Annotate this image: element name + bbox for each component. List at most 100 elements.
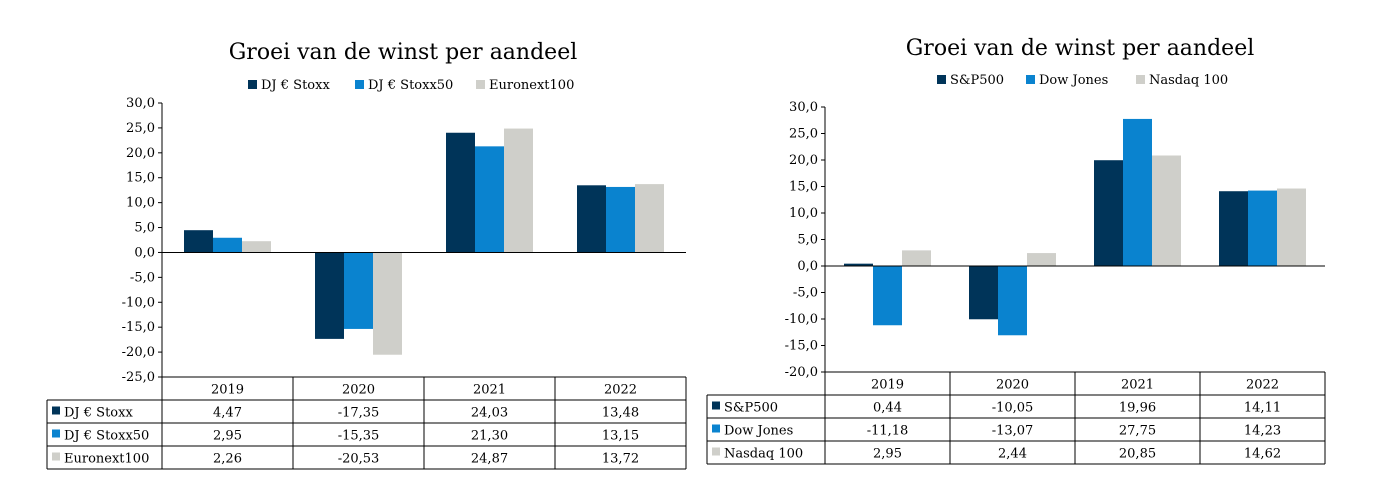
right-bar-2-2022 <box>1248 190 1277 266</box>
right-bar-1-2020 <box>969 266 998 320</box>
right-table-value-2-2020: -13,07 <box>992 424 1034 439</box>
left-y-tick-label: -15,0 <box>122 320 155 335</box>
right-table-value-3-2020: 2,44 <box>998 447 1027 462</box>
right-table-value-3-2019: 2,95 <box>873 447 902 462</box>
left-table-series-label-2: DJ € Stoxx50 <box>64 429 149 444</box>
left-legend-label-1: DJ € Stoxx <box>261 78 330 93</box>
right-y-tick-label: 20,0 <box>789 153 818 168</box>
right-y-tick-label: 15,0 <box>789 180 818 195</box>
left-bar-1-2020 <box>315 252 344 339</box>
left-table-value-1-2020: -17,35 <box>338 406 380 421</box>
right-table-value-2-2022: 14,23 <box>1244 424 1281 439</box>
right-table-swatch-1 <box>712 401 720 410</box>
right-table-swatch-2 <box>712 424 720 433</box>
left-legend-swatch-1 <box>248 80 257 89</box>
left-legend-swatch-3 <box>476 80 485 89</box>
right-bar-2-2020 <box>998 266 1027 336</box>
left-legend-label-2: DJ € Stoxx50 <box>368 78 453 93</box>
left-table-value-3-2019: 2,26 <box>213 452 242 467</box>
left-y-tick-label: -10,0 <box>122 295 155 310</box>
right-y-tick-label: -5,0 <box>793 286 818 301</box>
right-table-value-1-2022: 14,11 <box>1244 401 1281 416</box>
right-bar-2-2021 <box>1123 118 1152 266</box>
right-table-value-3-2021: 20,85 <box>1119 447 1156 462</box>
right-table-series-label-2: Dow Jones <box>724 424 793 439</box>
left-y-tick-label: 30,0 <box>126 96 155 111</box>
left-y-tick-label: -20,0 <box>122 345 155 360</box>
right-bar-1-2021 <box>1094 160 1123 266</box>
left-bar-1-2019 <box>184 230 213 253</box>
left-y-tick-label: -25,0 <box>122 370 155 385</box>
right-category-label-2020: 2020 <box>996 378 1029 393</box>
right-table-swatch-3 <box>712 447 720 456</box>
right-table-value-1-2021: 19,96 <box>1119 401 1156 416</box>
left-y-tick-label: 15,0 <box>126 171 155 186</box>
left-y-tick-label: 25,0 <box>126 121 155 136</box>
right-y-tick-label: -15,0 <box>785 339 818 354</box>
right-category-label-2019: 2019 <box>871 378 904 393</box>
right-category-label-2021: 2021 <box>1121 378 1154 393</box>
right-bar-3-2021 <box>1152 155 1181 266</box>
left-table-value-2-2019: 2,95 <box>213 429 242 444</box>
left-category-label-2019: 2019 <box>211 383 244 398</box>
right-legend-swatch-3 <box>1136 75 1145 84</box>
right-table-value-2-2021: 27,75 <box>1119 424 1156 439</box>
right-bar-3-2020 <box>1027 253 1056 266</box>
right-y-tick-label: 25,0 <box>789 127 818 142</box>
right-y-tick-label: 0,0 <box>797 259 818 274</box>
right-table-value-1-2020: -10,05 <box>992 401 1034 416</box>
right-legend-label-2: Dow Jones <box>1039 73 1108 88</box>
left-legend-label-3: Euronext100 <box>489 78 574 93</box>
right-bar-1-2022 <box>1219 191 1248 266</box>
left-category-label-2020: 2020 <box>342 383 375 398</box>
left-table-swatch-2 <box>52 429 60 438</box>
left-table-value-1-2021: 24,03 <box>471 406 508 421</box>
left-table-series-label-3: Euronext100 <box>64 452 149 467</box>
left-table-value-3-2020: -20,53 <box>338 452 380 467</box>
left-table-value-2-2021: 21,30 <box>471 429 508 444</box>
left-table-value-1-2022: 13,48 <box>602 406 639 421</box>
right-chart-title: Groei van de winst per aandeel <box>906 36 1255 61</box>
left-bar-3-2019 <box>242 241 271 253</box>
left-y-tick-label: -5,0 <box>130 270 155 285</box>
right-bar-3-2019 <box>902 250 931 266</box>
chart-left-svg: Groei van de winst per aandeel DJ € Stoxx… <box>46 40 687 470</box>
left-bar-3-2021 <box>504 128 533 253</box>
right-legend-swatch-1 <box>937 75 946 84</box>
chart-left: Groei van de winst per aandeel DJ € Stoxx… <box>46 40 687 470</box>
left-table-swatch-3 <box>52 452 60 461</box>
left-category-label-2021: 2021 <box>473 383 506 398</box>
left-bar-1-2021 <box>446 132 475 253</box>
right-y-tick-label: 5,0 <box>797 233 818 248</box>
right-table-series-label-1: S&P500 <box>724 401 778 416</box>
left-table-series-label-1: DJ € Stoxx <box>64 406 133 421</box>
right-legend-label-1: S&P500 <box>950 73 1004 88</box>
right-y-tick-label: -10,0 <box>785 312 818 327</box>
left-bar-1-2022 <box>577 185 606 253</box>
right-legend-swatch-2 <box>1026 75 1035 84</box>
left-bar-2-2021 <box>475 146 504 253</box>
right-table-value-2-2019: -11,18 <box>867 424 909 439</box>
left-table-value-2-2022: 13,15 <box>602 429 639 444</box>
left-table-value-1-2019: 4,47 <box>213 406 242 421</box>
left-legend-swatch-2 <box>355 80 364 89</box>
left-table-swatch-1 <box>52 406 60 415</box>
left-table-value-3-2022: 13,72 <box>602 452 639 467</box>
left-bar-2-2020 <box>344 252 373 329</box>
right-bar-1-2019 <box>844 263 873 266</box>
right-y-tick-label: -20,0 <box>785 365 818 380</box>
left-bar-2-2022 <box>606 186 635 253</box>
right-table-value-3-2022: 14,62 <box>1244 447 1281 462</box>
left-y-tick-label: 5,0 <box>134 221 155 236</box>
right-y-tick-label: 30,0 <box>789 100 818 115</box>
left-bar-3-2022 <box>635 184 664 253</box>
left-y-tick-label: 20,0 <box>126 146 155 161</box>
chart-right-svg: Groei van de winst per aandeel S&P500 Dow … <box>706 36 1326 465</box>
left-chart-title: Groei van de winst per aandeel <box>229 40 578 65</box>
left-category-label-2022: 2022 <box>604 383 637 398</box>
right-bar-3-2022 <box>1277 188 1306 266</box>
left-y-tick-label: 0,0 <box>134 245 155 260</box>
left-y-tick-label: 10,0 <box>126 196 155 211</box>
right-table-series-label-3: Nasdaq 100 <box>724 447 803 462</box>
chart-right: Groei van de winst per aandeel S&P500 Dow … <box>700 0 1390 489</box>
